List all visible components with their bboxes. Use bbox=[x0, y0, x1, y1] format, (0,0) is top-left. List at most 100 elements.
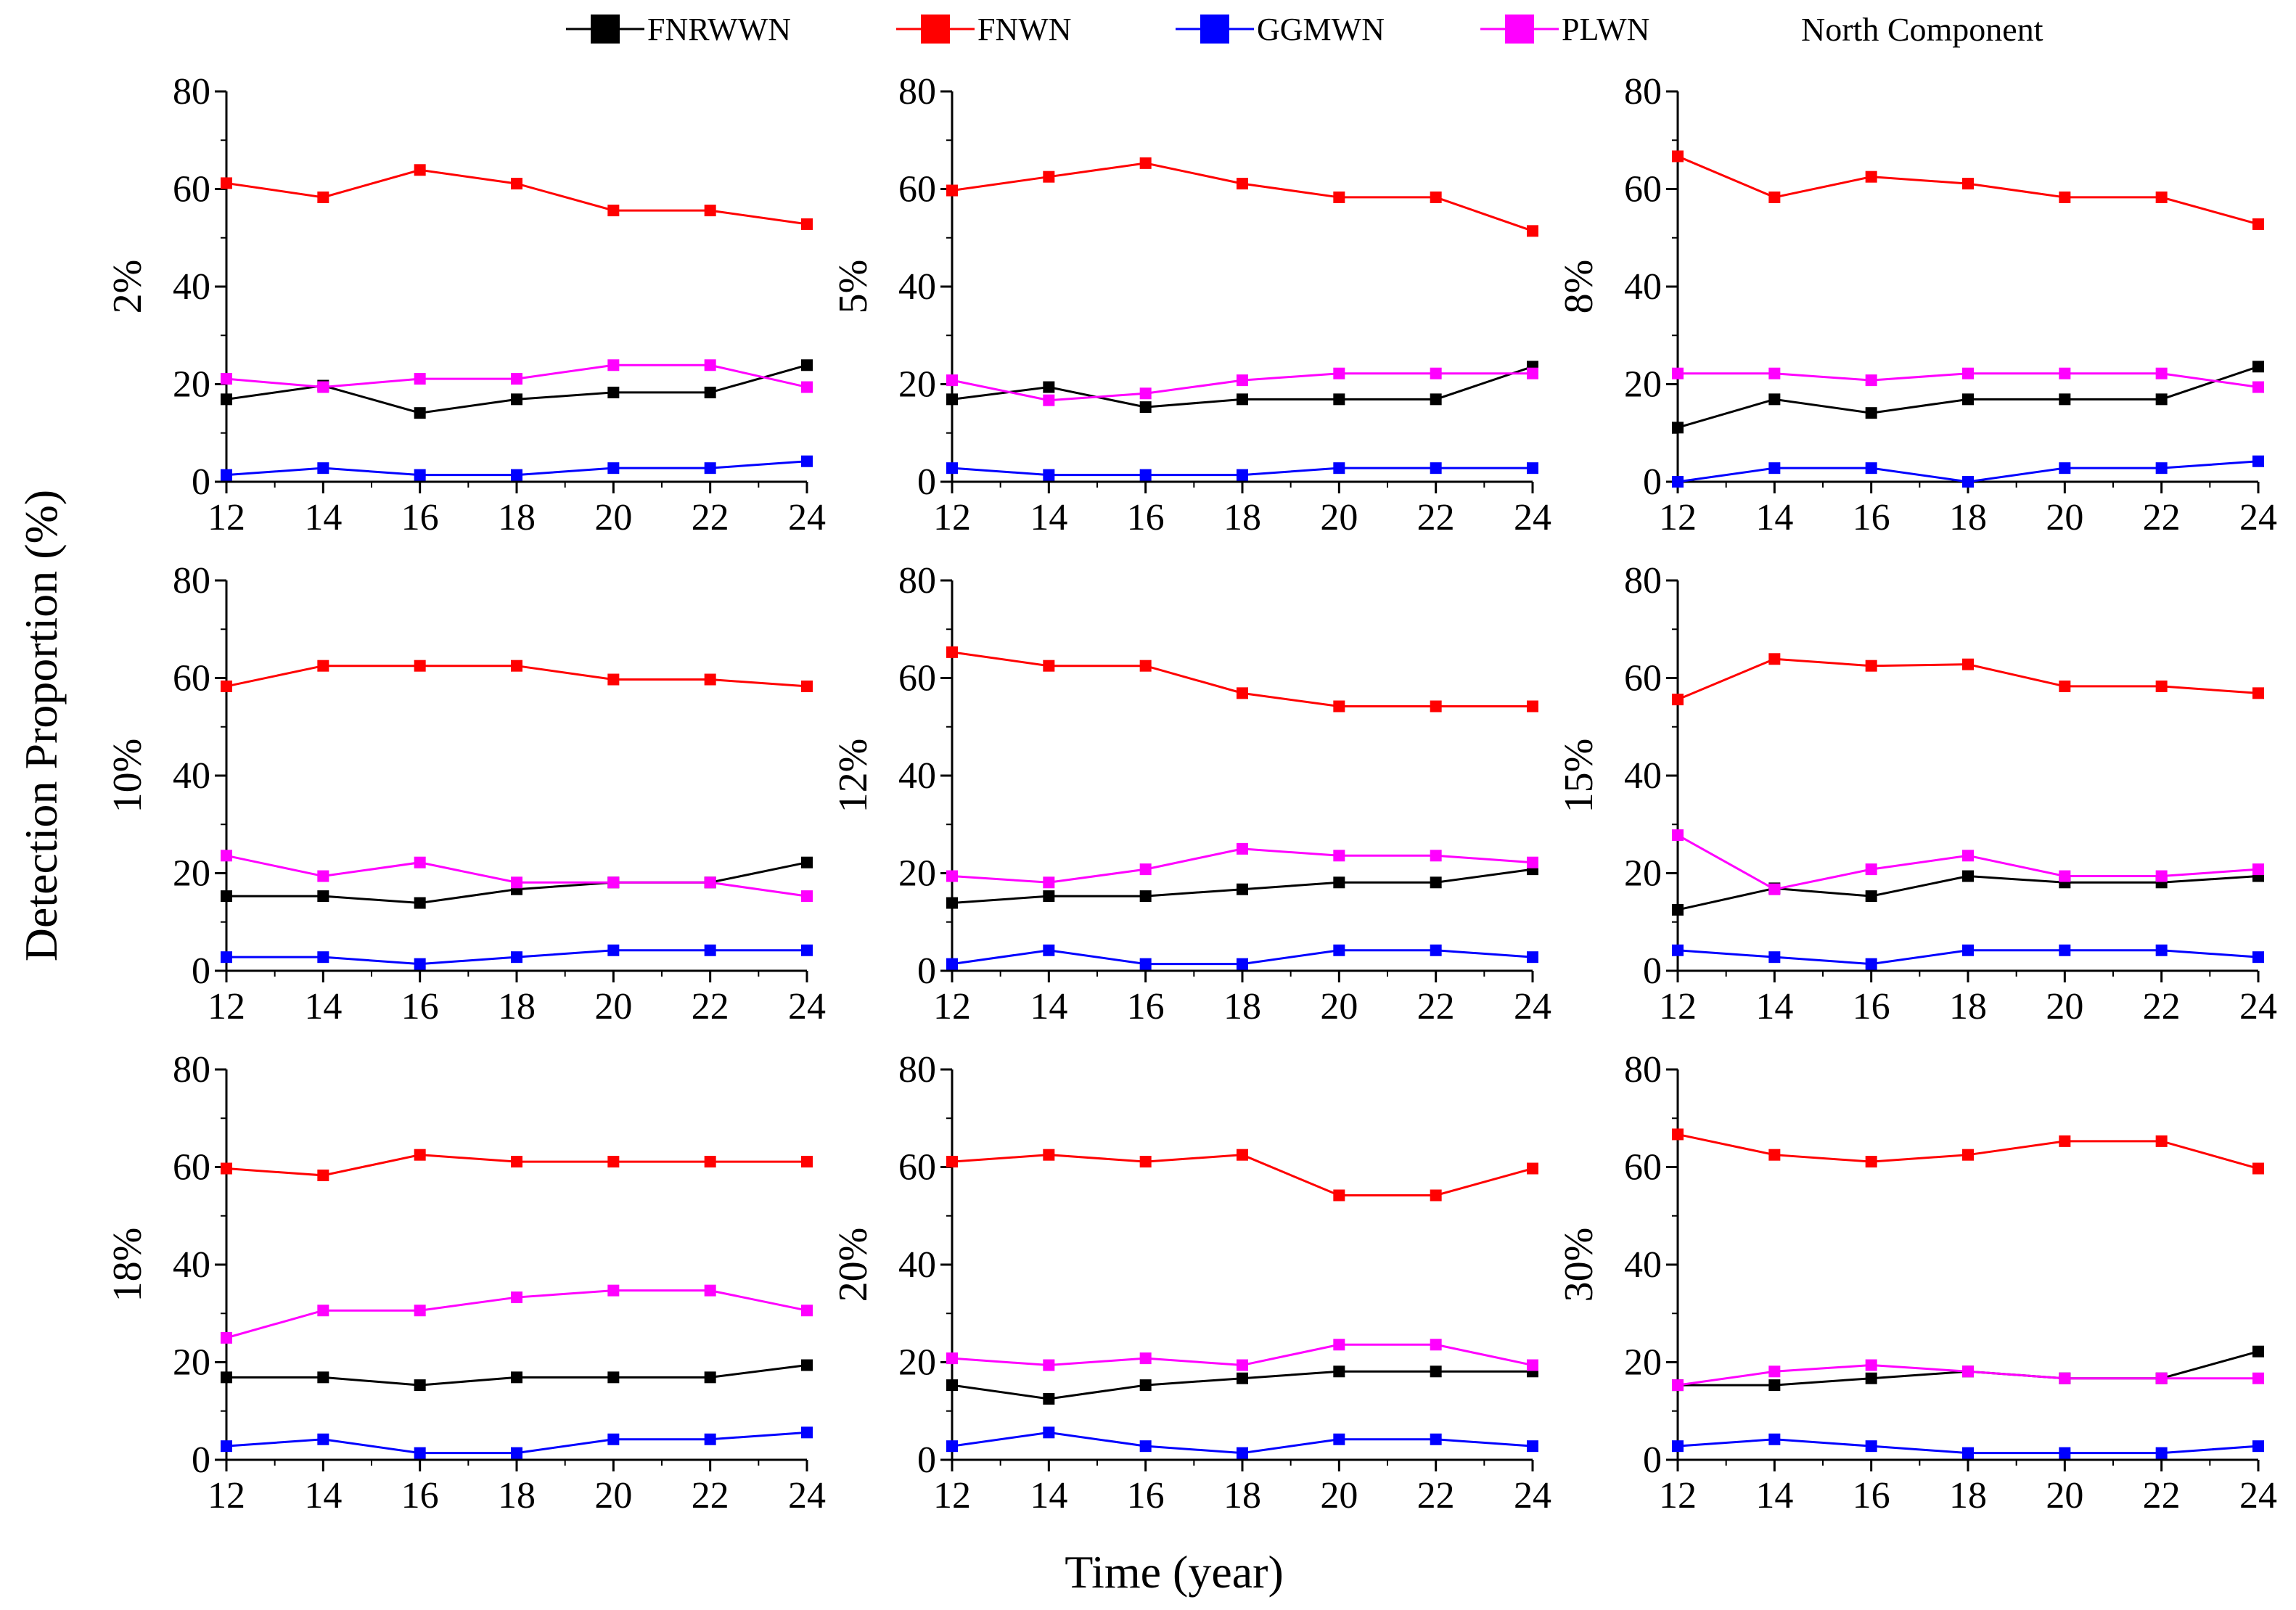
data-point-plwn bbox=[511, 876, 522, 889]
y-tick-label: 20 bbox=[173, 364, 210, 406]
x-tick-label: 18 bbox=[498, 1475, 536, 1516]
data-point-fnwn bbox=[317, 660, 329, 672]
data-point-plwn bbox=[1139, 863, 1152, 876]
data-point-fnwn bbox=[2155, 680, 2168, 692]
y-tick-label: 80 bbox=[898, 1049, 936, 1091]
data-point-fnwn bbox=[607, 205, 620, 217]
x-tick-label: 24 bbox=[2239, 497, 2277, 538]
x-tick-label: 24 bbox=[788, 1475, 826, 1516]
x-tick-label: 16 bbox=[1853, 1475, 1890, 1516]
data-point-fnwn bbox=[2059, 1135, 2071, 1147]
x-tick-label: 12 bbox=[208, 497, 245, 538]
data-point-ggmwn bbox=[1865, 1440, 1877, 1453]
x-tick-label: 18 bbox=[1223, 1475, 1261, 1516]
data-point-plwn bbox=[946, 374, 958, 387]
x-tick-label: 22 bbox=[1417, 497, 1455, 538]
data-point-fnwn bbox=[221, 177, 232, 189]
data-point-ggmwn bbox=[1527, 1440, 1538, 1453]
data-point-fnwn bbox=[1527, 225, 1538, 237]
data-point-plwn bbox=[946, 870, 958, 882]
data-point-fnwn bbox=[1527, 700, 1538, 712]
y-tick-label: 0 bbox=[1643, 1439, 1662, 1481]
data-point-fnwn bbox=[801, 218, 813, 230]
data-point-ggmwn bbox=[946, 462, 958, 475]
data-point-ggmwn bbox=[704, 462, 716, 475]
data-point-ggmwn bbox=[2059, 944, 2071, 956]
data-point-ggmwn bbox=[1672, 944, 1684, 956]
data-point-fnwn bbox=[1237, 687, 1248, 699]
data-point-fnrwwn bbox=[1139, 1379, 1152, 1392]
data-point-plwn bbox=[607, 1284, 620, 1297]
data-point-fnwn bbox=[1139, 1156, 1152, 1168]
data-point-fnwn bbox=[1237, 1149, 1248, 1161]
data-point-fnwn bbox=[1962, 1149, 1974, 1161]
y-tick-label: 60 bbox=[173, 658, 210, 699]
data-point-fnrwwn bbox=[1962, 870, 1974, 882]
x-tick-label: 12 bbox=[208, 1475, 245, 1516]
data-point-fnrwwn bbox=[414, 897, 426, 909]
data-point-ggmwn bbox=[1768, 462, 1781, 475]
panel-18pct: 0 20 40 60 80 12 14 16 18 20 22 24 18% bbox=[105, 1049, 826, 1516]
data-point-fnwn bbox=[1430, 191, 1442, 203]
y-tick-label: 80 bbox=[1624, 560, 1662, 601]
data-point-fnwn bbox=[221, 1162, 232, 1175]
data-point-fnrwwn bbox=[221, 890, 232, 903]
panel-label: 30% bbox=[1557, 1228, 1602, 1302]
data-point-plwn bbox=[1139, 1352, 1152, 1365]
y-tick-label: 80 bbox=[898, 560, 936, 601]
data-point-fnrwwn bbox=[607, 386, 620, 398]
y-tick-label: 20 bbox=[173, 1342, 210, 1384]
x-tick-label: 14 bbox=[1755, 1475, 1793, 1516]
x-tick-label: 14 bbox=[304, 497, 342, 538]
data-point-plwn bbox=[1768, 883, 1781, 895]
data-point-ggmwn bbox=[511, 1447, 522, 1459]
y-tick-label: 60 bbox=[1624, 1147, 1662, 1188]
panel-label: 8% bbox=[1557, 260, 1602, 314]
x-tick-label: 16 bbox=[1127, 497, 1165, 538]
data-point-plwn bbox=[1043, 1359, 1055, 1371]
data-point-ggmwn bbox=[2252, 951, 2264, 964]
data-point-plwn bbox=[1237, 1359, 1248, 1371]
data-point-fnwn bbox=[2252, 218, 2264, 230]
data-point-ggmwn bbox=[2252, 455, 2264, 467]
x-tick-label: 20 bbox=[1320, 1475, 1358, 1516]
x-tick-label: 12 bbox=[933, 1475, 971, 1516]
data-point-fnwn bbox=[2059, 680, 2071, 692]
data-point-fnwn bbox=[1043, 660, 1055, 672]
data-point-plwn bbox=[704, 876, 716, 889]
data-point-fnwn bbox=[1865, 1156, 1877, 1168]
data-point-fnrwwn bbox=[2155, 393, 2168, 406]
data-point-ggmwn bbox=[801, 944, 813, 956]
panel-5pct: 0 20 40 60 80 12 14 16 18 20 22 24 5% bbox=[831, 71, 1551, 538]
x-tick-label: 20 bbox=[2046, 986, 2083, 1027]
data-point-plwn bbox=[1527, 367, 1538, 379]
series-line-fnwn bbox=[951, 1154, 1533, 1197]
data-point-plwn bbox=[946, 1352, 958, 1365]
x-tick-label: 14 bbox=[1030, 497, 1067, 538]
y-tick-label: 40 bbox=[898, 755, 936, 797]
y-tick-label: 20 bbox=[898, 1342, 936, 1384]
data-point-ggmwn bbox=[1333, 462, 1345, 475]
x-tick-label: 20 bbox=[2046, 1475, 2083, 1516]
data-point-ggmwn bbox=[607, 1433, 620, 1445]
data-point-fnrwwn bbox=[511, 393, 522, 406]
x-tick-label: 24 bbox=[788, 986, 826, 1027]
data-point-ggmwn bbox=[1237, 1447, 1248, 1459]
x-tick-label: 22 bbox=[692, 1475, 729, 1516]
data-point-ggmwn bbox=[1768, 1433, 1781, 1445]
data-point-fnrwwn bbox=[946, 1379, 958, 1392]
data-point-plwn bbox=[1962, 1365, 1974, 1378]
data-point-fnwn bbox=[2155, 191, 2168, 203]
data-point-plwn bbox=[317, 1305, 329, 1317]
y-tick-label: 0 bbox=[917, 1439, 936, 1481]
y-tick-label: 0 bbox=[192, 950, 210, 992]
data-point-ggmwn bbox=[946, 958, 958, 970]
x-tick-label: 12 bbox=[933, 497, 971, 538]
y-tick-label: 40 bbox=[1624, 1244, 1662, 1286]
y-tick-label: 20 bbox=[173, 853, 210, 895]
data-point-plwn bbox=[414, 373, 426, 385]
y-tick-label: 0 bbox=[1643, 950, 1662, 992]
data-point-ggmwn bbox=[1527, 951, 1538, 964]
x-tick-label: 18 bbox=[498, 497, 536, 538]
data-point-ggmwn bbox=[801, 455, 813, 467]
